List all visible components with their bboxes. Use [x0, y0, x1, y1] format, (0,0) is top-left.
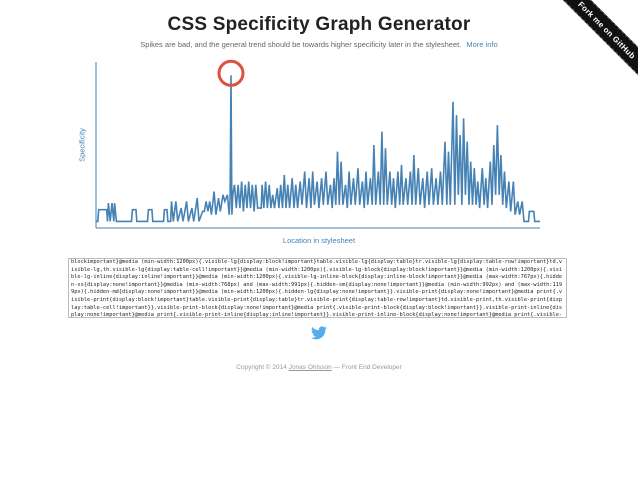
y-axis-label: Specificity	[77, 128, 87, 162]
footer-role: — Front End Developer	[333, 364, 402, 371]
more-info-link[interactable]: More info	[466, 40, 498, 49]
page-subtitle: Spikes are bad, and the general trend sh…	[0, 40, 638, 49]
author-link[interactable]: Jonas Ohlsson	[288, 364, 332, 371]
page-title: CSS Specificity Graph Generator	[167, 14, 471, 35]
subtitle-text: Spikes are bad, and the general trend sh…	[140, 40, 462, 49]
footer: Copyright © 2014 Jonas Ohlsson — Front E…	[0, 364, 638, 371]
spike-highlight-circle	[217, 59, 245, 87]
x-axis-label: Location in stylesheet	[282, 236, 356, 245]
chart-axes	[95, 62, 540, 229]
twitter-bird-icon[interactable]	[311, 326, 327, 340]
specificity-line	[96, 75, 540, 223]
css-input-textarea[interactable]: blockimportant}@media (min-width:1200px)…	[68, 258, 567, 318]
footer-copyright: Copyright © 2014	[236, 364, 287, 371]
